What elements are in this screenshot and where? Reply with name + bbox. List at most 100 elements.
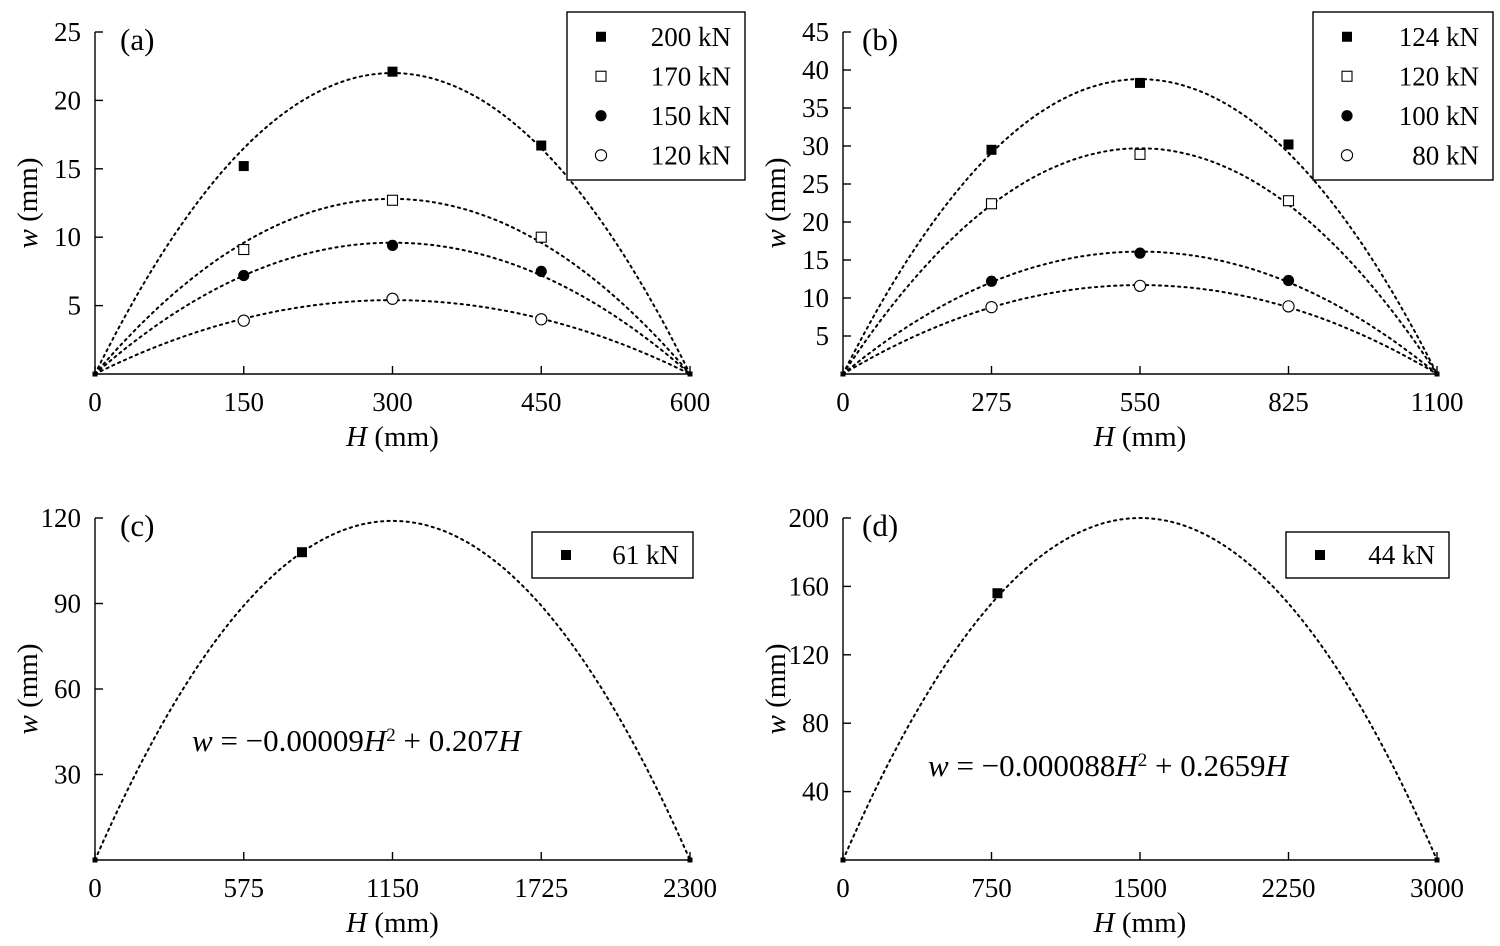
chart-d-equation-eq: = −0.000088	[949, 748, 1116, 783]
chart-b-series-3-endpoint	[840, 371, 846, 377]
chart-d-x-axis-var: H	[1093, 907, 1117, 939]
chart-c-y-tick-label: 120	[41, 503, 82, 533]
chart-c-fit-curve-0	[94, 519, 691, 861]
chart-b-legend-marker-2	[1341, 110, 1353, 122]
chart-b-series-2-point	[1134, 247, 1146, 259]
chart-b-legend-marker-0	[1342, 31, 1352, 42]
chart-a-fit-curve-2	[94, 241, 691, 375]
chart-b-x-tick-label: 550	[1120, 387, 1161, 417]
chart-a-x-tick-label: 600	[670, 387, 711, 417]
chart-c-legend-box	[531, 531, 694, 579]
chart-c-series-0-point	[296, 547, 307, 558]
chart-a-y-axis-title: w (mm)	[12, 157, 44, 248]
chart-a-series-2-point	[535, 265, 547, 277]
chart-a-legend-label-1: 170 kN	[651, 61, 731, 91]
chart-b-y-tick-label: 5	[816, 321, 830, 351]
chart-a-legend-label-0: 200 kN	[651, 22, 731, 52]
chart-a-series-3	[92, 292, 693, 377]
chart-a-panel-label: (a)	[120, 22, 154, 57]
chart-c-legend-marker-0	[561, 550, 571, 560]
chart-b-panel-label: (b)	[862, 22, 898, 57]
chart-b-y-tick-label: 25	[802, 169, 829, 199]
chart-a-fit-curve-3	[94, 299, 691, 375]
chart-d-series-0-endpoint	[1434, 857, 1440, 863]
chart-d-equation-var2: H	[1265, 748, 1290, 783]
chart-d-y-axis-var: w	[760, 715, 792, 735]
chart-d-equation-lhs: w	[928, 748, 949, 783]
chart-b-fit-curve-3	[842, 284, 1438, 375]
chart-a-legend-marker-1	[595, 70, 607, 82]
chart-c-x-tick-label: 2300	[663, 873, 717, 903]
chart-c-series-0-endpoint	[92, 857, 98, 863]
chart-d-legend: 44 kN	[1285, 531, 1450, 579]
chart-b-y-tick-label: 45	[802, 17, 829, 47]
chart-b-legend-marker-3	[1340, 149, 1354, 162]
chart-b-legend-label-1: 120 kN	[1399, 61, 1479, 91]
chart-b-series-3-endpoint	[1434, 371, 1440, 377]
chart-d-equation-mid: + 0.2659	[1147, 748, 1265, 783]
chart-b-series-1-point	[1134, 148, 1146, 160]
chart-a-y-axis-unit: (mm)	[12, 157, 44, 229]
chart-c-x-tick-label: 1725	[514, 873, 568, 903]
chart-c-y-axis-unit: (mm)	[12, 643, 44, 715]
chart-b-series-0-point	[1135, 77, 1145, 88]
chart-a-x-tick-label: 0	[88, 387, 102, 417]
chart-d-legend-marker-0	[1315, 550, 1325, 560]
chart-d-y-tick-label: 160	[789, 571, 830, 601]
chart-b-legend: 124 kN 120 kN 100 kN 80 kN	[1312, 11, 1494, 181]
chart-c-equation-lhs: w	[192, 723, 213, 758]
chart-c-fit-equation: w = −0.00009H2 + 0.207H	[192, 723, 523, 758]
chart-b-legend-label-2: 100 kN	[1399, 101, 1479, 131]
chart-b-series-3-point	[985, 300, 998, 314]
chart-c-legend-label-0: 61 kN	[612, 540, 679, 570]
chart-b-x-tick-label: 0	[836, 387, 850, 417]
chart-b-fit-curve-2	[842, 250, 1438, 375]
chart-b-series-3	[840, 279, 1440, 377]
chart-d-x-tick-label: 750	[971, 873, 1012, 903]
chart-b-series-2-point	[1282, 274, 1295, 287]
chart-c-x-tick-label: 575	[224, 873, 265, 903]
chart-a-legend-marker-0	[596, 31, 606, 42]
chart-d-y-tick-label: 120	[789, 640, 830, 670]
chart-a-series-0-point	[238, 161, 249, 172]
chart-c-equation-eq: = −0.00009	[213, 723, 364, 758]
chart-b-x-tick-label: 825	[1268, 387, 1309, 417]
chart-c-x-tick-label: 1150	[366, 873, 419, 903]
chart-b-y-tick-label: 40	[802, 55, 829, 85]
chart-a-series-2-point	[386, 239, 399, 252]
chart-a-y-tick-label: 10	[54, 222, 81, 252]
chart-c-series-0-endpoint	[687, 857, 693, 863]
chart-b-series-0-point	[986, 144, 997, 155]
chart-d-fit-curve-0	[842, 516, 1438, 861]
chart-a-x-tick-label: 150	[224, 387, 265, 417]
chart-d-x-axis-title: H (mm)	[1093, 907, 1187, 939]
chart-a-series-1-point	[238, 243, 250, 256]
chart-a-series-3-point	[386, 292, 399, 305]
chart-a-x-tick-label: 450	[521, 387, 562, 417]
chart-c-series-0	[92, 547, 693, 863]
chart-d-legend-box	[1285, 531, 1450, 579]
chart-b-y-axis-title: w (mm)	[760, 157, 792, 248]
chart-a-y-tick-label: 5	[68, 291, 82, 321]
chart-b-y-axis-var: w	[760, 229, 792, 249]
chart-b-y-axis-unit: (mm)	[760, 157, 792, 229]
chart-b-series-0-point	[1283, 139, 1294, 150]
chart-d-equation-sup: 2	[1138, 750, 1148, 771]
chart-d-series-0	[840, 588, 1440, 863]
chart-c-panel-label: (c)	[120, 508, 154, 543]
chart-c-equation-sup: 2	[386, 725, 396, 746]
chart-a-y-axis-var: w	[12, 229, 44, 249]
chart-b-series-1	[840, 148, 1440, 377]
chart-c-x-axis-unit: (mm)	[367, 907, 439, 939]
chart-a-legend-label-3: 120 kN	[651, 140, 731, 170]
chart-b-legend-marker-1	[1341, 70, 1353, 82]
chart-a-x-tick-label: 300	[372, 387, 413, 417]
chart-b-series-1-point	[985, 198, 998, 210]
chart-c-equation-mid: + 0.207	[396, 723, 499, 758]
chart-d-x-tick-label: 2250	[1262, 873, 1316, 903]
chart-b-x-tick-label: 1100	[1411, 387, 1464, 417]
